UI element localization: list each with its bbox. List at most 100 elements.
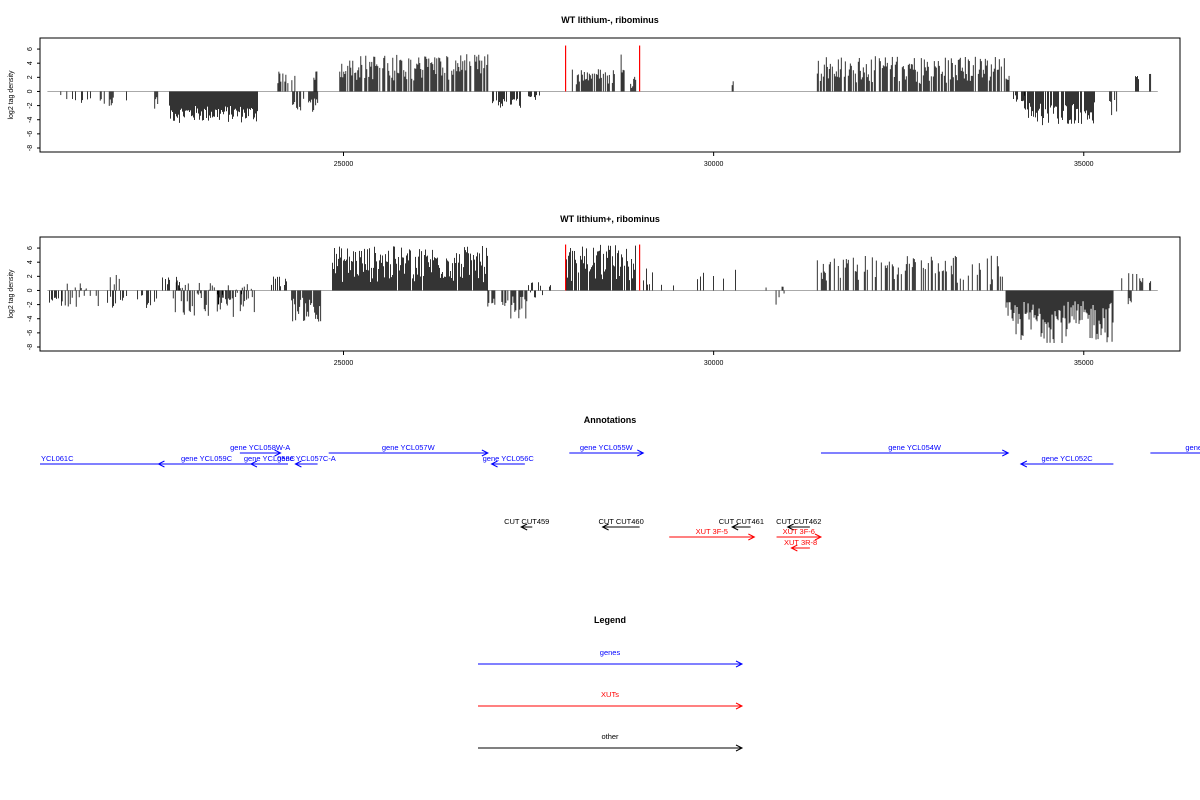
feature-arrowhead [637, 449, 645, 457]
track-title: WT lithium-, ribominus [561, 15, 659, 25]
legend-label: XUTs [601, 690, 619, 699]
x-tick-label: 25000 [334, 360, 354, 367]
x-tick-label: 25000 [334, 161, 354, 168]
y-tick-label: 4 [27, 260, 34, 264]
feature-arrowhead [735, 660, 744, 668]
feature-arrow: gene YCL051W [1150, 443, 1200, 454]
legend-label: other [601, 732, 619, 741]
x-tick-label: 35000 [1074, 161, 1094, 168]
annotations-panel: Annotations YCL061C gene YCL059C gene YCL0… [40, 415, 1200, 552]
y-tick-label: 0 [27, 288, 34, 292]
feature-label: gene YCL057C-A [277, 454, 336, 463]
y-tick-label: -6 [27, 131, 34, 137]
legend-item: other [478, 732, 744, 752]
feature-arrow: XUT 3R-8 [784, 538, 817, 552]
y-tick-label: -2 [27, 102, 34, 108]
feature-arrow: gene YCL057W [328, 443, 489, 457]
y-axis-label: log2 tag density [8, 70, 15, 120]
feature-arrowhead [601, 523, 609, 531]
feature-arrowhead [481, 449, 489, 457]
feature-arrow: gene YCL057C-A [277, 454, 336, 468]
x-tick-label: 30000 [704, 360, 724, 367]
feature-label: gene YCL057W [382, 443, 436, 452]
feature-arrowhead [748, 533, 756, 541]
track-panel-lithium-plus: WT lithium+, ribominus log2 tag density … [8, 214, 1181, 367]
feature-arrow: gene YCL058C [244, 454, 296, 468]
feature-arrow: CUT CUT460 [598, 517, 644, 531]
y-tick-label: -6 [27, 330, 34, 336]
feature-label: gene YCL054W [888, 443, 942, 452]
y-tick-label: 2 [27, 75, 34, 79]
feature-label: CUT CUT461 [719, 517, 764, 526]
density-bars [47, 244, 1158, 344]
y-tick-label: 6 [27, 246, 34, 250]
feature-label: gene YCL052C [1042, 454, 1094, 463]
feature-label: CUT CUT460 [598, 517, 643, 526]
feature-arrow: YCL061C [40, 454, 170, 465]
feature-arrowhead [735, 744, 744, 752]
x-axis: 25000 30000 35000 [334, 351, 1094, 367]
feature-arrowhead [157, 460, 165, 468]
y-axis: -8 -6 -4 -2 0 2 4 6 [27, 47, 40, 151]
y-tick-label: -4 [27, 117, 34, 123]
feature-label: XUT 3F-6 [783, 527, 815, 536]
feature-arrow: gene YCL052C [1019, 454, 1114, 468]
feature-arrow: XUT 3F-6 [776, 527, 823, 541]
feature-arrowhead [249, 460, 258, 468]
y-axis-label: log2 tag density [8, 269, 15, 319]
x-axis: 25000 30000 35000 [334, 152, 1094, 168]
plot-frame [39, 236, 1181, 352]
track-panel-lithium-minus: WT lithium-, ribominus log2 tag density … [8, 15, 1181, 168]
feature-arrow: gene YCL056C [483, 454, 535, 468]
feature-label: gene YCL059C [181, 454, 233, 463]
feature-arrowhead [1019, 460, 1028, 468]
y-tick-label: 2 [27, 274, 34, 278]
feature-arrow: CUT CUT459 [504, 517, 549, 531]
legend-item: genes [478, 648, 744, 668]
feature-arrow: gene YCL058W-A [230, 443, 290, 457]
feature-label: gene YCL058W-A [230, 443, 290, 452]
feature-arrow: gene YCL055W [569, 443, 645, 457]
y-tick-label: 6 [27, 47, 34, 51]
feature-arrow: gene YCL054W [820, 443, 1010, 457]
feature-label: gene YCL055W [580, 443, 634, 452]
y-tick-label: -8 [27, 344, 34, 350]
density-bars [47, 45, 1158, 126]
feature-label: CUT CUT462 [776, 517, 821, 526]
y-tick-label: -2 [27, 301, 34, 307]
feature-label: gene YCL051W [1185, 443, 1200, 452]
feature-arrowhead [490, 460, 498, 468]
feature-arrowhead [786, 523, 794, 531]
plot-frame [39, 37, 1181, 153]
legend: Legend genes XUTs other [478, 615, 744, 752]
feature-label: YCL061C [41, 454, 74, 463]
feature-arrows: YCL061C gene YCL059C gene YCL058W-A gene YC… [40, 443, 1200, 552]
feature-arrowhead [274, 449, 282, 457]
track-title: WT lithium+, ribominus [560, 214, 660, 224]
legend-label: genes [600, 648, 621, 657]
x-tick-label: 35000 [1074, 360, 1094, 367]
feature-arrowhead [294, 460, 302, 468]
y-tick-label: -8 [27, 145, 34, 151]
feature-arrow: XUT 3F-5 [669, 527, 756, 541]
annotations-title: Annotations [584, 415, 637, 425]
feature-label: CUT CUT459 [504, 517, 549, 526]
feature-arrowhead [790, 544, 798, 552]
y-tick-label: -4 [27, 316, 34, 322]
y-tick-label: 0 [27, 89, 34, 93]
y-axis: -8 -6 -4 -2 0 2 4 6 [27, 246, 40, 350]
legend-item: XUTs [478, 690, 744, 710]
x-tick-label: 30000 [704, 161, 724, 168]
feature-arrow: CUT CUT462 [776, 517, 821, 531]
legend-items: genes XUTs other [478, 648, 744, 752]
legend-title: Legend [594, 615, 626, 625]
feature-label: gene YCL058C [244, 454, 296, 463]
feature-arrowhead [1002, 449, 1010, 457]
feature-arrowhead [520, 523, 528, 531]
feature-arrowhead [731, 523, 739, 531]
feature-arrow: CUT CUT461 [719, 517, 764, 531]
feature-arrowhead [735, 702, 744, 710]
feature-label: gene YCL056C [483, 454, 535, 463]
y-tick-label: 4 [27, 61, 34, 65]
